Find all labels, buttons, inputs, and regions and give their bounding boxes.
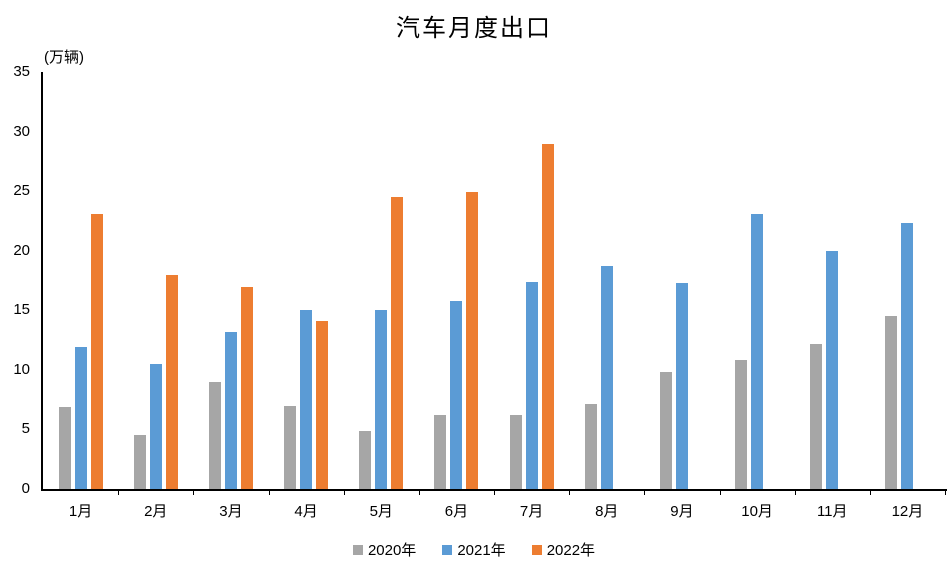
x-axis-tick-mark <box>193 491 194 495</box>
legend-item-2020: 2020年 <box>352 539 417 560</box>
bar-2020年-9月 <box>659 372 672 489</box>
x-tick-label-11月: 11月 <box>816 503 848 520</box>
bar-2021年-9月 <box>675 282 688 489</box>
x-tick-label-7月: 7月 <box>519 503 544 520</box>
bar-2020年-8月 <box>584 404 597 489</box>
x-axis-tick-mark <box>494 491 495 495</box>
legend-item-2022: 2022年 <box>531 539 596 560</box>
y-tick-label-5: 5 <box>21 420 30 438</box>
y-tick-label-30: 30 <box>13 122 30 140</box>
bar-2021年-10月 <box>751 213 764 489</box>
bar-2021年-1月 <box>74 347 87 489</box>
bar-2022年-3月 <box>240 286 253 489</box>
x-axis-tick-mark <box>344 491 345 495</box>
x-tick-label-3月: 3月 <box>219 503 243 520</box>
bar-2021年-8月 <box>600 266 613 489</box>
legend-label-2022: 2022年 <box>546 542 596 559</box>
y-tick-label-20: 20 <box>13 241 30 259</box>
x-axis-tick-mark <box>870 491 871 495</box>
x-tick-label-6月: 6月 <box>444 503 469 520</box>
bar-2020年-1月 <box>58 406 71 489</box>
x-axis-tick-mark <box>569 491 570 495</box>
y-axis-unit-label: (万辆) <box>44 49 84 66</box>
legend-item-2021: 2021年 <box>442 539 506 560</box>
bar-2020年-7月 <box>509 415 522 489</box>
bar-2022年-5月 <box>391 197 404 489</box>
bar-2021年-7月 <box>525 281 538 489</box>
legend-swatch-2021 <box>442 544 453 555</box>
chart-legend: 2020年 2021年 2022年 <box>0 539 948 560</box>
x-axis-tick-mark <box>945 491 946 495</box>
bar-2022年-4月 <box>316 321 329 489</box>
x-tick-label-9月: 9月 <box>670 503 694 520</box>
x-axis-tick-mark <box>419 491 420 495</box>
bar-2021年-11月 <box>826 250 839 489</box>
x-tick-label-1月: 1月 <box>68 503 93 520</box>
bar-2021年-2月 <box>149 363 162 489</box>
legend-swatch-2020 <box>352 544 363 555</box>
y-tick-label-10: 10 <box>13 360 30 378</box>
bar-2020年-12月 <box>885 316 898 489</box>
x-tick-label-5月: 5月 <box>369 503 393 520</box>
y-tick-label-25: 25 <box>13 182 30 200</box>
legend-swatch-2022 <box>531 544 542 555</box>
y-tick-label-35: 35 <box>13 63 30 80</box>
x-tick-label-12月: 12月 <box>891 503 924 520</box>
x-axis-line <box>41 489 947 491</box>
bar-2020年-5月 <box>359 430 372 489</box>
y-tick-label-0: 0 <box>21 480 30 497</box>
legend-label-2021: 2021年 <box>457 542 506 559</box>
x-axis-tick-mark <box>269 491 270 495</box>
bar-2021年-6月 <box>450 300 463 489</box>
y-axis-line <box>41 72 43 491</box>
bar-2022年-2月 <box>165 274 178 489</box>
legend-label-2020: 2020年 <box>367 542 417 559</box>
bar-2022年-7月 <box>541 143 554 489</box>
x-axis-tick-mark <box>644 491 645 495</box>
bar-2022年-6月 <box>466 192 479 489</box>
bar-2020年-11月 <box>810 343 823 489</box>
x-axis-tick-mark <box>720 491 721 495</box>
x-axis-tick-mark <box>118 491 119 495</box>
x-tick-label-8月: 8月 <box>595 503 619 520</box>
bar-2021年-12月 <box>901 223 914 489</box>
chart-title: 汽车月度出口 <box>396 16 552 42</box>
x-tick-label-2月: 2月 <box>144 503 168 520</box>
bar-2020年-3月 <box>208 381 221 489</box>
x-axis-tick-mark <box>795 491 796 495</box>
bar-2020年-6月 <box>434 415 447 489</box>
bar-2020年-2月 <box>133 435 146 489</box>
x-tick-label-10月: 10月 <box>741 503 773 520</box>
bar-2020年-10月 <box>735 360 748 489</box>
y-tick-label-15: 15 <box>13 301 30 319</box>
bar-2021年-4月 <box>300 310 313 489</box>
bar-2020年-4月 <box>284 405 297 489</box>
bar-2021年-5月 <box>375 310 388 489</box>
x-tick-label-4月: 4月 <box>294 503 318 520</box>
bar-2021年-3月 <box>224 331 237 489</box>
bar-2022年-1月 <box>90 213 103 489</box>
